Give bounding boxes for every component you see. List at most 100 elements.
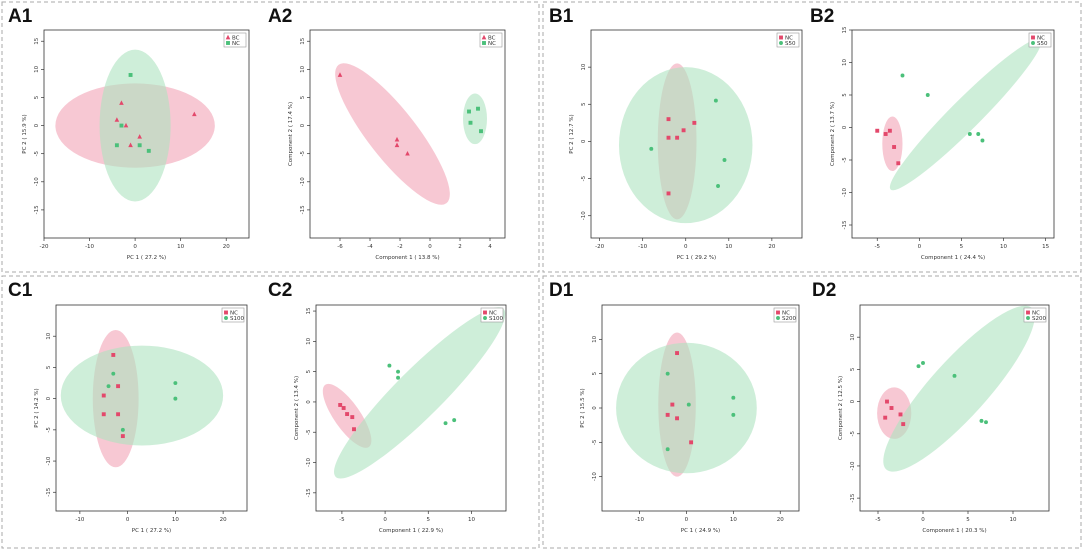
data-point-a1-bc — [114, 117, 120, 122]
x-tick-label-d1: 10 — [730, 517, 737, 523]
confidence-ellipse-b2-nc — [882, 116, 903, 172]
y-tick-label-a2: -15 — [300, 205, 306, 214]
y-tick-label-b2: -15 — [842, 220, 848, 229]
data-point-b1-s50 — [722, 158, 727, 162]
data-point-d2-nc — [883, 415, 888, 420]
data-point-b2-nc — [883, 132, 888, 136]
x-axis-title-b2: Component 1 ( 24.4 %) — [921, 255, 985, 261]
x-tick-label-a1: 20 — [223, 244, 230, 250]
y-tick-label-b2: -10 — [842, 188, 848, 197]
y-tick-label-c1: -15 — [46, 487, 52, 496]
data-point-b1-s50 — [649, 146, 654, 151]
y-tick-label-b1: 10 — [581, 63, 587, 70]
y-tick-label-b1: -10 — [581, 211, 587, 220]
data-point-b2-nc — [892, 145, 897, 149]
confidence-ellipse-b2-s50 — [889, 38, 1042, 191]
y-tick-label-a2: 15 — [300, 37, 306, 44]
data-point-a1-nc — [146, 148, 151, 153]
x-tick-label-b2: 0 — [918, 244, 922, 250]
data-point-d2-nc — [901, 422, 906, 427]
data-point-a1-nc — [119, 123, 124, 128]
x-axis-title-d2: Component 1 ( 20.3 %) — [922, 528, 986, 534]
data-point-a1-bc — [192, 111, 197, 117]
panel-label-a1: A1 — [8, 6, 33, 27]
data-point-c1-nc — [116, 412, 121, 417]
data-point-c2-s100 — [452, 418, 457, 423]
legend-marker-b1-nc — [779, 35, 783, 40]
x-axis-title-c1: PC 1 ( 27.2 %) — [132, 528, 171, 534]
y-tick-label-b2: -5 — [842, 157, 848, 163]
legend-marker-b2-nc — [1031, 35, 1035, 40]
data-point-d2-nc — [889, 406, 894, 410]
legend-marker-d1-s200 — [776, 316, 780, 320]
y-tick-label-a2: -5 — [300, 150, 306, 156]
x-tick-label-b1: 20 — [768, 244, 775, 250]
y-tick-label-d2: 0 — [850, 399, 856, 403]
x-tick-label-a1: -20 — [40, 244, 49, 250]
legend-marker-d2-nc — [1026, 310, 1030, 315]
x-tick-label-a2: 0 — [428, 244, 432, 250]
data-point-c2-s100 — [396, 369, 401, 374]
y-tick-label-d1: 5 — [592, 371, 598, 375]
data-point-b2-s50 — [925, 93, 930, 97]
y-tick-label-c1: 0 — [46, 396, 52, 400]
x-tick-label-b1: -20 — [595, 244, 604, 250]
y-tick-label-a2: -10 — [300, 177, 306, 186]
x-tick-label-d2: 5 — [966, 517, 970, 523]
data-point-c2-nc — [350, 415, 355, 420]
legend-marker-a2-nc — [482, 41, 486, 45]
legend-marker-c1-s100 — [224, 316, 228, 320]
data-point-a2-bc — [394, 142, 400, 148]
legend-marker-c1-nc — [224, 310, 228, 315]
y-tick-label-a1: -15 — [34, 205, 40, 214]
y-tick-label-a1: 15 — [34, 37, 40, 44]
data-point-a1-bc — [123, 122, 129, 128]
data-point-b1-nc — [666, 117, 671, 122]
y-tick-label-d1: 0 — [592, 406, 598, 410]
data-point-c1-nc — [111, 352, 116, 357]
y-tick-label-b1: 5 — [581, 102, 587, 106]
y-axis-title-a1: PC 2 ( 15.9 %) — [22, 114, 28, 153]
y-tick-label-c2: 5 — [306, 369, 312, 373]
x-tick-label-a1: 0 — [133, 244, 137, 250]
data-point-a1-bc — [128, 142, 133, 148]
y-tick-label-a1: 10 — [34, 65, 40, 72]
legend-label-c2-nc: NC — [489, 311, 497, 317]
x-axis-title-d1: PC 1 ( 24.9 %) — [681, 528, 720, 534]
y-tick-label-a1: 5 — [34, 95, 40, 99]
data-point-a1-nc — [128, 73, 133, 77]
legend-marker-b2-s50 — [1031, 41, 1035, 45]
data-point-c2-s100 — [443, 421, 448, 426]
data-point-b1-nc — [666, 135, 671, 140]
legend-label-a1-bc: BC — [232, 36, 240, 42]
y-axis-title-d2: Component 2 ( 12.5 %) — [838, 376, 844, 440]
data-point-b2-s50 — [967, 132, 972, 136]
panel-label-c1: C1 — [8, 280, 33, 301]
x-axis-title-a2: Component 1 ( 13.8 %) — [375, 255, 439, 261]
y-tick-label-c1: 10 — [46, 332, 52, 339]
data-point-b2-nc — [896, 161, 901, 166]
x-tick-label-c1: 10 — [172, 517, 179, 523]
confidence-ellipse-a1-nc — [99, 49, 171, 202]
legend-label-b2-nc: NC — [1037, 36, 1045, 42]
data-point-d1-nc — [670, 402, 675, 407]
y-tick-label-a2: 5 — [300, 95, 306, 99]
y-tick-label-b2: 0 — [842, 125, 848, 129]
data-point-d2-nc — [885, 399, 889, 404]
legend-label-a2-nc: NC — [488, 41, 496, 47]
panel-d2: D2 -5 0 5 10 -15 -10 -5 0 5 10 Component 1 ( 20.3 %… — [812, 280, 1050, 534]
data-point-d2-s200 — [921, 360, 925, 365]
data-point-b2-nc — [887, 128, 892, 133]
data-point-c1-nc — [101, 393, 106, 398]
y-tick-label-d2: 5 — [850, 367, 856, 371]
legend-label-d1-s200: S200 — [782, 316, 796, 322]
confidence-ellipse-d1-s200 — [616, 342, 757, 474]
x-tick-label-b2: 10 — [1000, 244, 1007, 250]
frame-group-b — [542, 1, 1082, 273]
y-axis-title-b2: Component 2 ( 13.7 %) — [830, 102, 836, 166]
legend-label-b1-nc: NC — [785, 36, 793, 42]
